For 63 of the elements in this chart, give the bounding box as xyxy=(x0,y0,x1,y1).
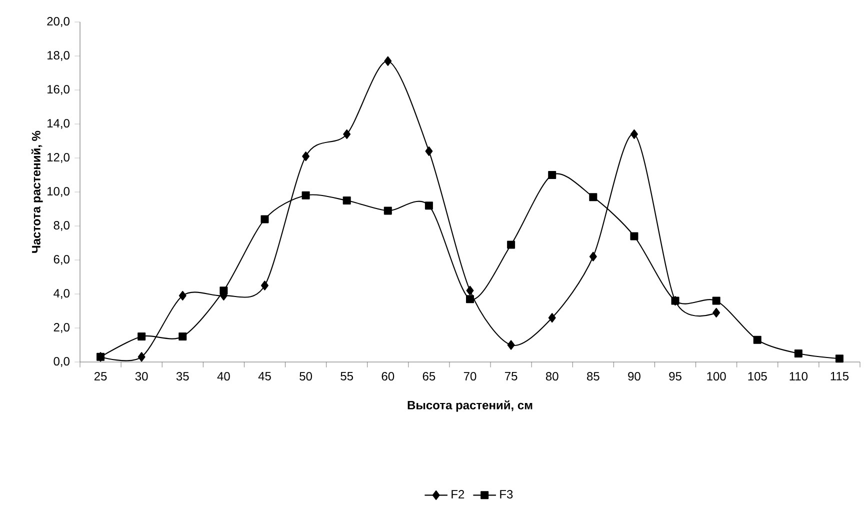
x-tick-label: 80 xyxy=(546,372,558,381)
x-tick-label: 70 xyxy=(464,372,476,381)
y-tick-label: 0,0 xyxy=(54,357,70,368)
point xyxy=(548,171,556,180)
x-tick-label: 35 xyxy=(176,372,189,381)
point xyxy=(384,206,392,215)
point xyxy=(138,352,146,362)
point xyxy=(342,196,351,205)
point xyxy=(712,296,720,305)
point xyxy=(712,308,720,318)
x-tick-label: 75 xyxy=(504,372,518,381)
point xyxy=(424,202,433,210)
x-tick-label: 50 xyxy=(300,372,312,381)
x-tick-label: 90 xyxy=(628,372,640,381)
point xyxy=(302,192,310,200)
y-tick-label: 8,0 xyxy=(54,221,70,232)
y-axis-title: Частота растений, % xyxy=(31,130,43,253)
x-tick-label: 40 xyxy=(217,372,230,381)
y-tick-label: 4,0 xyxy=(54,289,70,300)
x-tick-label: 105 xyxy=(748,372,767,381)
point xyxy=(630,130,638,140)
x-tick-label: 30 xyxy=(135,372,148,381)
point xyxy=(425,146,433,156)
point xyxy=(260,215,269,224)
point xyxy=(302,152,310,162)
point xyxy=(343,130,351,140)
y-tick-label: 20,0 xyxy=(47,17,70,28)
point xyxy=(589,252,597,262)
point xyxy=(261,280,268,290)
point xyxy=(548,313,556,323)
x-tick-label: 95 xyxy=(669,372,682,381)
point xyxy=(794,350,802,358)
point xyxy=(507,340,515,350)
y-tick-label: 14,0 xyxy=(48,119,70,130)
x-tick-label: 110 xyxy=(790,372,808,381)
x-tick-label: 100 xyxy=(707,372,726,381)
point xyxy=(630,232,638,240)
point xyxy=(178,291,186,301)
point xyxy=(466,295,474,304)
point xyxy=(507,240,516,249)
x-tick-label: 25 xyxy=(94,372,107,381)
x-tick-label: 85 xyxy=(587,372,600,381)
x-tick-label: 45 xyxy=(258,372,271,381)
legend-label: F3 xyxy=(500,490,513,499)
point xyxy=(384,56,392,66)
x-tick-label: 60 xyxy=(382,372,394,381)
point xyxy=(753,336,762,344)
y-tick-label: 12,0 xyxy=(48,153,70,164)
point xyxy=(138,332,146,341)
point xyxy=(178,332,187,341)
point xyxy=(466,286,474,296)
x-tick-label: 115 xyxy=(830,372,849,381)
y-tick-label: 10,0 xyxy=(48,187,70,198)
y-tick-label: 16,0 xyxy=(48,85,70,96)
x-axis-title: Высота растений, см xyxy=(408,400,532,412)
y-tick-label: 2,0 xyxy=(54,323,70,334)
point xyxy=(835,354,844,363)
x-tick-label: 65 xyxy=(422,372,436,381)
y-tick-label: 18,0 xyxy=(48,51,70,62)
x-tick-label: 55 xyxy=(340,372,354,381)
point xyxy=(589,193,598,202)
y-tick-label: 6,0 xyxy=(54,255,70,266)
legend-label: F2 xyxy=(452,490,464,499)
